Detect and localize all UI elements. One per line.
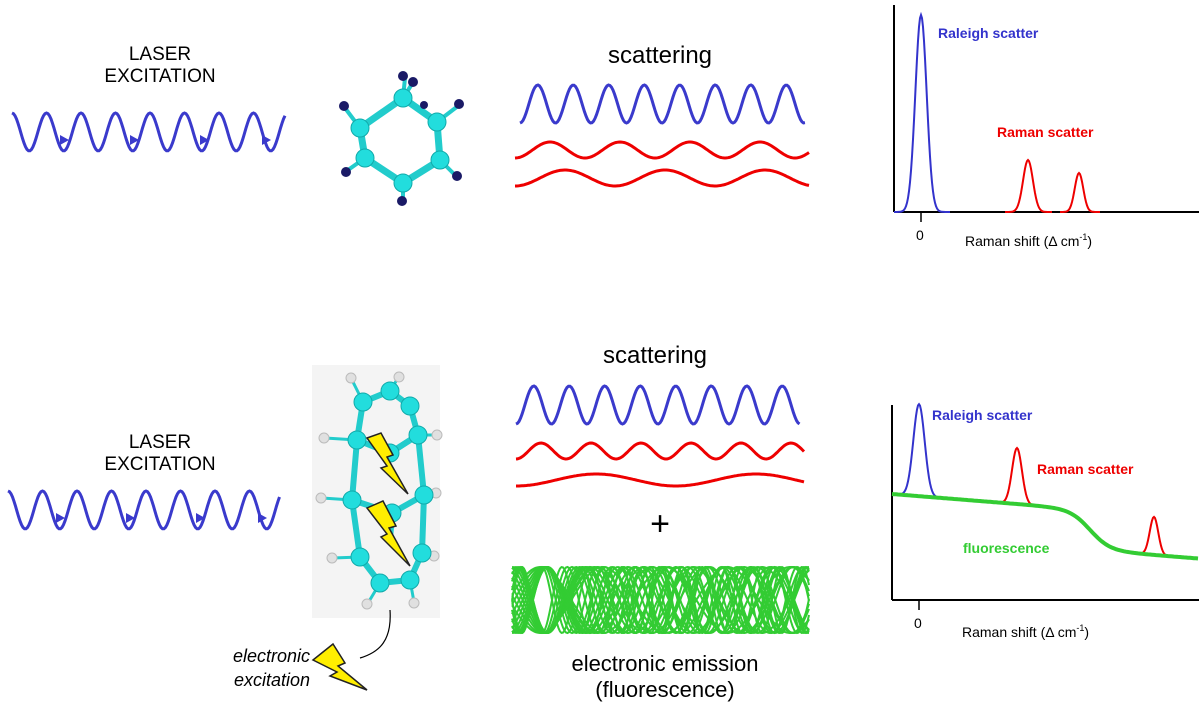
top-rayleigh-label: Raleigh scatter (938, 25, 1039, 41)
bottom-rayleigh-label: Raleigh scatter (932, 407, 1033, 423)
arrow-head-icon (196, 513, 205, 523)
bottom-spectrum-chart: Raleigh scatter Raman scatter fluorescen… (891, 402, 1199, 640)
bolt-icon (365, 500, 411, 567)
bottom-laser-line1: LASER (128, 432, 192, 453)
arrow-head-icon (56, 513, 65, 523)
bolt-icon (365, 432, 409, 495)
bottom-fluorescence-label: fluorescence (963, 540, 1050, 556)
top-zero-label: 0 (916, 227, 924, 243)
bottom-molecule (312, 365, 443, 659)
top-scatter-waves (514, 83, 810, 188)
top-laser-line2: EXCITATION (104, 66, 216, 87)
bottom-laser-line2: EXCITATION (104, 454, 216, 475)
bottom-scattering-label: scattering (602, 342, 708, 369)
arrow-head-icon (258, 513, 267, 523)
arrow-head-icon (126, 513, 135, 523)
bottom-x-axis-label: Raman shift (Δ cm-1) (962, 623, 1089, 640)
excitation-line1: electronic (232, 646, 310, 666)
top-laser-label: LASER EXCITATION (85, 44, 235, 88)
bottom-raman-peak-2 (1134, 515, 1175, 558)
top-x-axis-label: Raman shift (Δ cm-1) (965, 232, 1092, 249)
excitation-bolt-icon (311, 642, 368, 691)
top-scattering-label: scattering (607, 42, 713, 69)
bottom-raman-peak-1 (994, 446, 1041, 508)
bottom-zero-label: 0 (914, 615, 922, 631)
top-spectrum-chart: Raleigh scatter Raman scatter 0 Raman sh… (893, 5, 1199, 249)
excitation-line2: excitation (233, 670, 310, 690)
emission-line1: electronic emission (571, 651, 759, 676)
fluorescence-background (891, 492, 1199, 561)
emission-line2: (fluorescence) (595, 677, 735, 702)
top-molecule (339, 71, 464, 206)
arrow-head-icon (262, 135, 271, 145)
arrow-head-icon (60, 135, 69, 145)
top-laser-line1: LASER (128, 44, 192, 65)
bottom-scatter-waves (515, 384, 806, 488)
top-raman-label: Raman scatter (997, 124, 1094, 140)
emission-label: electronic emission (fluorescence) (540, 651, 790, 703)
electronic-excitation-label: electronic excitation (200, 644, 310, 692)
top-raman-peak-2 (1060, 171, 1100, 213)
top-laser-wave (11, 111, 287, 153)
plus-sign: + (650, 505, 670, 543)
arrow-head-icon (200, 135, 209, 145)
fluorescence-emission-waves (511, 565, 810, 635)
top-raman-peak-1 (1005, 158, 1052, 213)
top-rayleigh-peak (894, 11, 950, 213)
bottom-laser-wave (7, 489, 281, 531)
arrow-head-icon (130, 135, 139, 145)
connector-line (359, 609, 391, 659)
bottom-laser-label: LASER EXCITATION (85, 432, 235, 476)
bottom-raman-label: Raman scatter (1037, 461, 1134, 477)
